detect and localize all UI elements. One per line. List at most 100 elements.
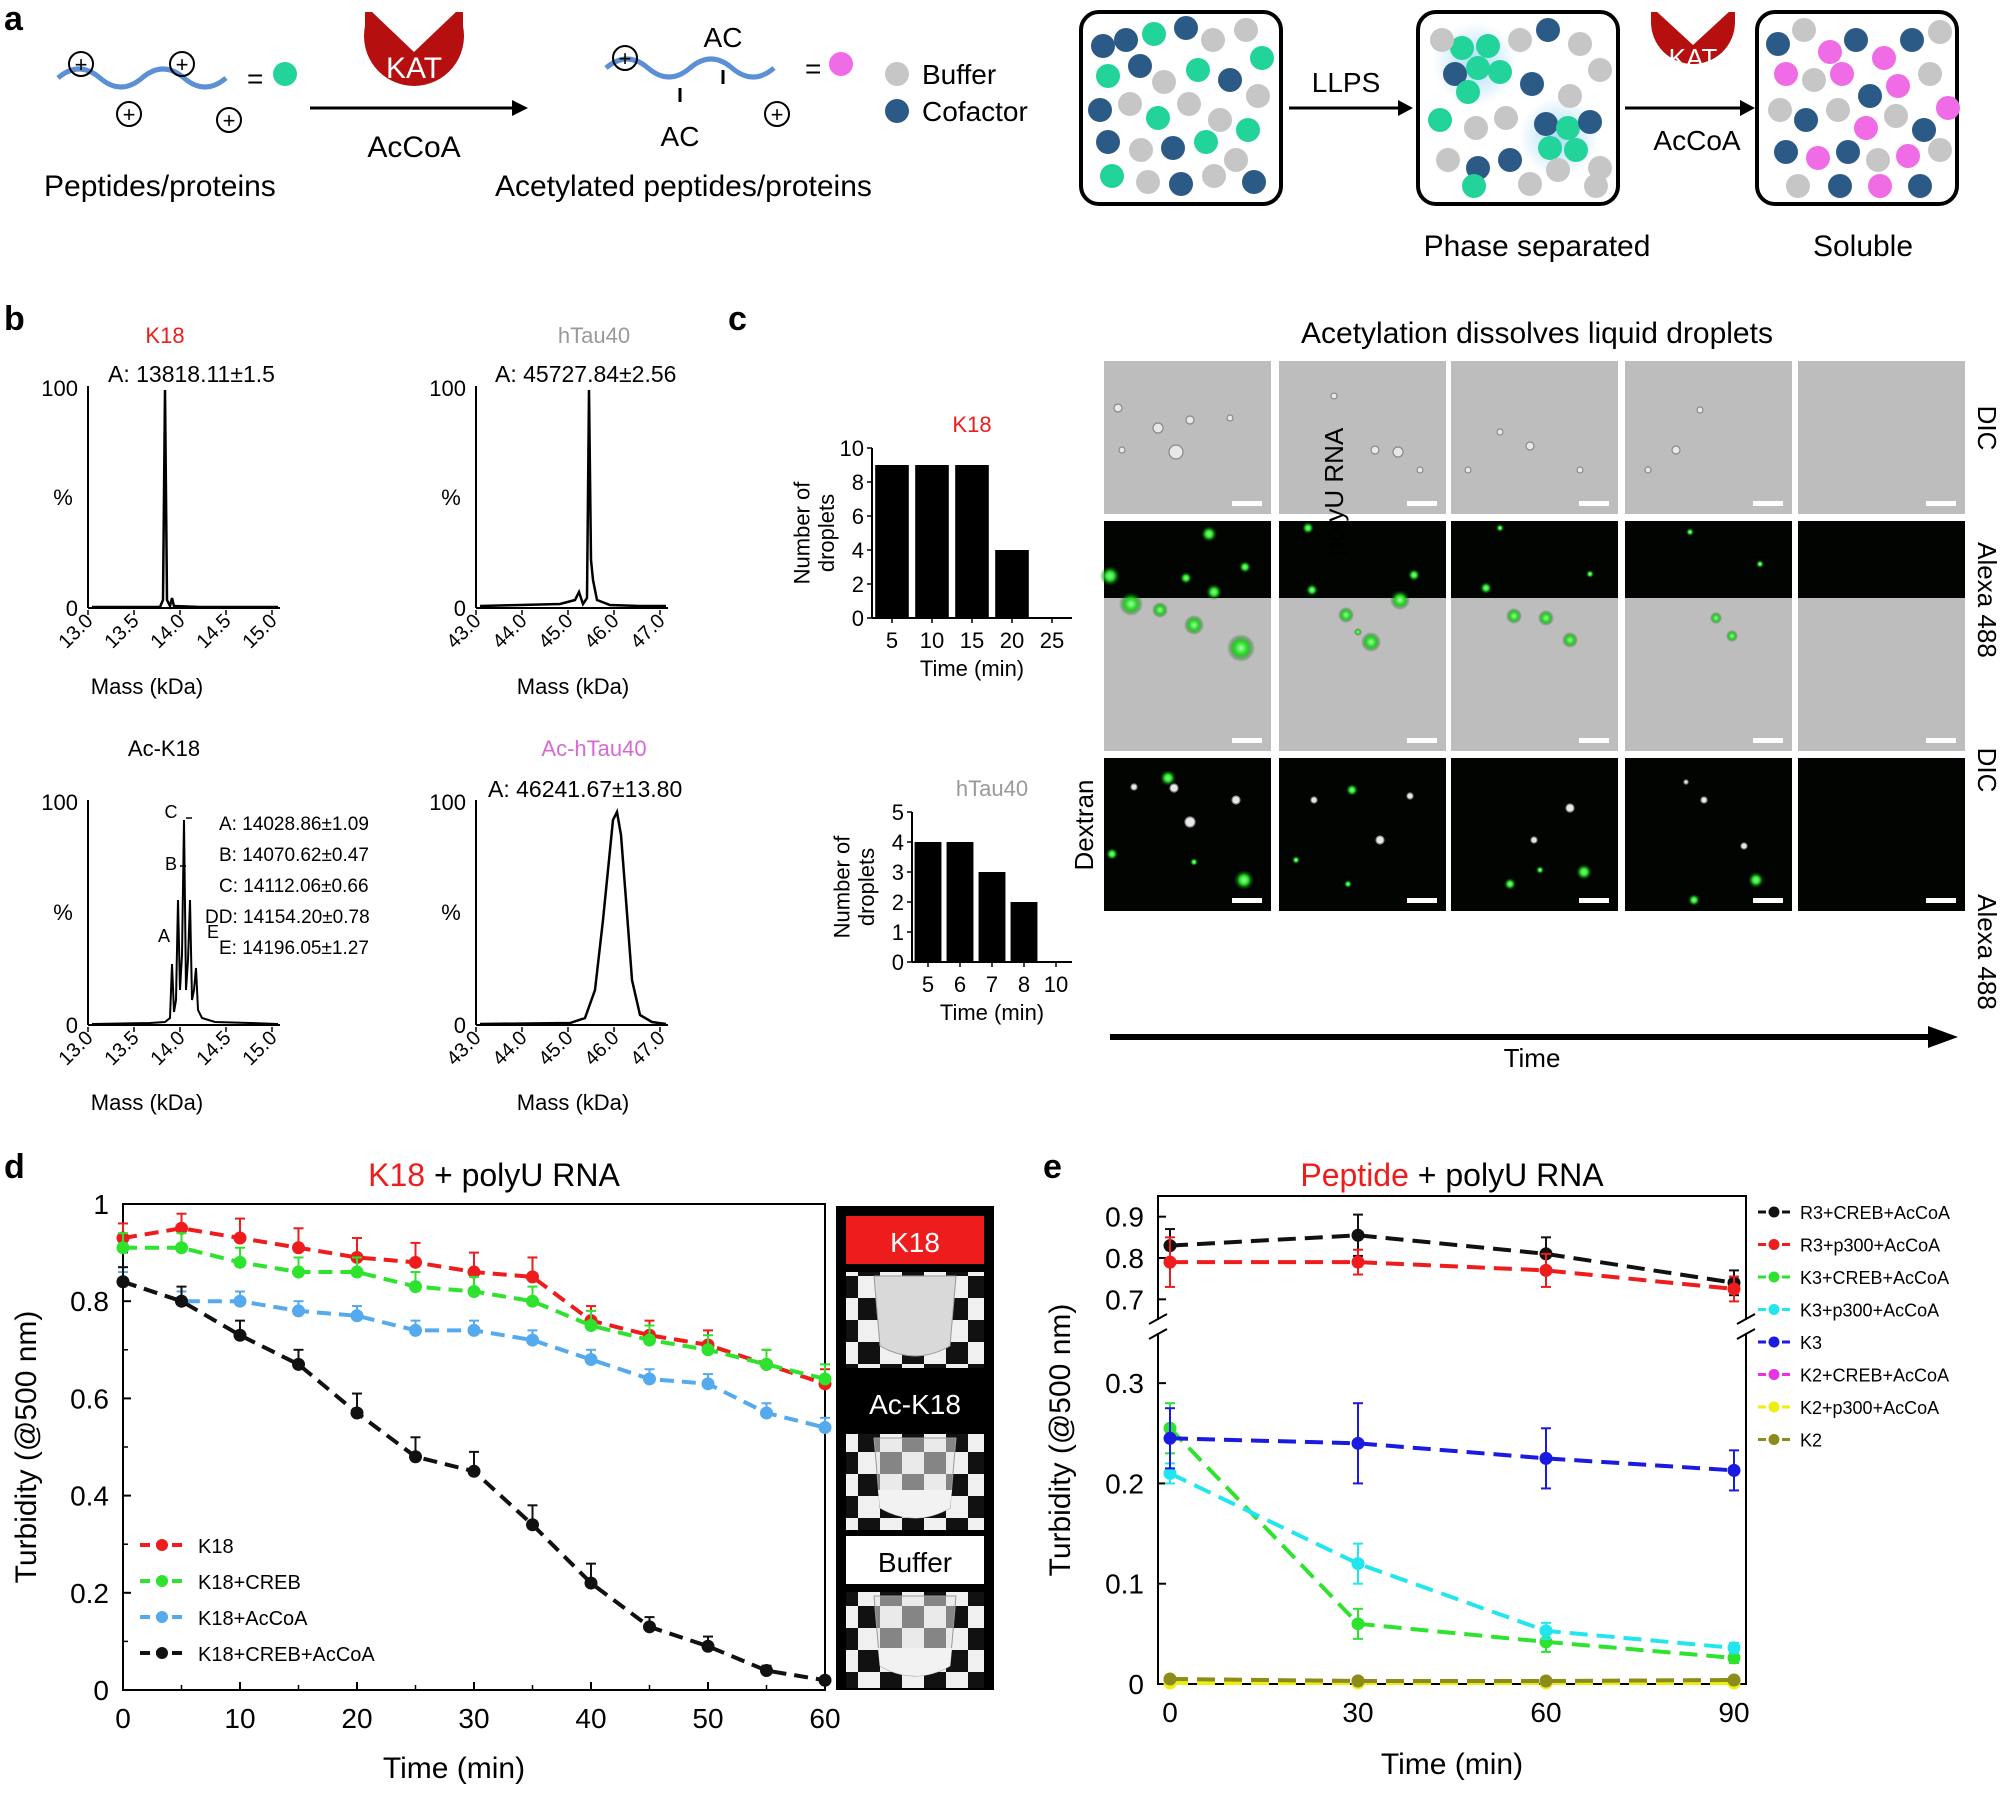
data-point	[175, 1221, 188, 1235]
box2-dot	[1428, 108, 1452, 132]
data-point	[526, 1333, 539, 1347]
fluorescent-droplet	[1504, 878, 1516, 890]
data-point	[584, 1319, 598, 1332]
data-point	[643, 1620, 656, 1634]
data-point	[175, 1241, 188, 1255]
xtick-label: 13.0	[54, 610, 97, 653]
fluorescent-droplet	[1292, 856, 1300, 864]
box2-dot	[1556, 116, 1580, 140]
box3-dot	[1844, 28, 1868, 52]
scale-bar	[1232, 738, 1262, 743]
llps-label: LLPS	[1312, 67, 1381, 98]
box1-dot	[1169, 172, 1193, 196]
box2-dot	[1558, 84, 1582, 108]
scale-bar	[1926, 898, 1956, 903]
box3-dot	[1868, 174, 1892, 198]
bar-ytick-label: 4	[892, 830, 904, 855]
spectrum-ac-htau40-ylabel: %	[441, 900, 461, 925]
fluorescent-droplet	[1538, 610, 1554, 626]
chart-title-rest: + polyU RNA	[1409, 1157, 1604, 1193]
data-point	[409, 1450, 422, 1464]
fluorescent-droplet	[1686, 528, 1694, 536]
chart-title-rest: + polyU RNA	[425, 1157, 620, 1193]
box2-dot	[1520, 72, 1544, 96]
dic-image	[1451, 598, 1618, 751]
legend-label: R3+CREB+AcCoA	[1800, 1203, 1950, 1223]
data-point	[1351, 1557, 1365, 1571]
legend-label: K18+CREB+AcCoA	[198, 1644, 375, 1666]
series-line	[122, 1279, 826, 1430]
channel-label-alexa-1: Alexa 488	[1972, 542, 2002, 658]
dic-droplet	[1700, 796, 1708, 804]
acetylated-label: Acetylated peptides/proteins	[495, 170, 872, 203]
ac-k18-peak-2: C: 14112.06±0.66	[219, 876, 369, 897]
data-point	[1727, 1641, 1741, 1655]
dic-image	[1798, 361, 1965, 514]
phase-separated-box-dots	[1428, 18, 1612, 198]
xtick-label: 43.0	[442, 610, 485, 653]
series-line	[1169, 1436, 1735, 1473]
xtick-label: 60	[1530, 1697, 1561, 1728]
data-point	[1539, 1263, 1553, 1277]
box1-dot	[1152, 70, 1176, 94]
legend-marker	[1768, 1434, 1780, 1445]
box2-dot	[1578, 110, 1602, 134]
row-label-polyu: polyU RNA	[1319, 427, 1349, 556]
xtick-label: 46.0	[580, 1027, 623, 1070]
dic-image	[1625, 361, 1792, 514]
fluorescent-droplet	[1390, 590, 1410, 610]
fluorescent-droplet	[1586, 570, 1594, 578]
scale-bar	[1926, 501, 1956, 506]
box3-dot	[1928, 138, 1952, 162]
dic-droplet	[1226, 414, 1234, 422]
dic-droplet	[1375, 835, 1385, 845]
dic-droplet	[1168, 444, 1184, 460]
legend-label: R3+p300+AcCoA	[1800, 1236, 1940, 1256]
peptide-chain: + + + + = Peptides/proteins	[44, 51, 297, 203]
spectrum-ac-k18-ytick-0: 0	[66, 1013, 78, 1038]
peptide-dot-icon	[273, 62, 297, 86]
spectrum-ac-htau40-ytick-0: 0	[454, 1013, 466, 1038]
data-point	[1163, 1466, 1177, 1480]
time-arrow-label: Time	[1504, 1043, 1561, 1073]
box1-dot	[1194, 130, 1218, 154]
data-point	[643, 1372, 656, 1386]
data-point	[1727, 1463, 1741, 1477]
svg-text:+: +	[619, 46, 632, 71]
spectrum-k18-ytick-100: 100	[41, 376, 78, 401]
dic-image	[1451, 361, 1618, 514]
dic-droplet	[1565, 803, 1575, 813]
spectrum-ac-htau40-ytick-100: 100	[429, 790, 466, 815]
dic-droplet	[1392, 446, 1404, 458]
xtick-label: 15.0	[238, 1027, 281, 1070]
xtick-label: 40	[575, 1703, 606, 1734]
box3-dot	[1900, 28, 1924, 52]
fluorescent-droplet	[1234, 870, 1254, 890]
dic-droplet	[1118, 446, 1126, 454]
data-point	[350, 1265, 364, 1279]
inset-label: Ac-K18	[869, 1389, 961, 1420]
xtick-label: 13.5	[100, 610, 143, 653]
fluorescent-droplet	[1361, 632, 1381, 652]
panel-letters: a b c d e	[4, 0, 1062, 1186]
dic-droplet	[1525, 441, 1535, 451]
box2-dot	[1508, 28, 1532, 52]
bar-xtick-label: 7	[986, 972, 998, 997]
series-line	[1169, 1471, 1735, 1650]
dic-droplet	[1184, 816, 1196, 828]
box3-dot	[1818, 40, 1842, 64]
dic-droplet	[1169, 783, 1179, 793]
box1-dot	[1142, 22, 1166, 46]
box3-dot	[1866, 148, 1890, 172]
bar-xtick-label: 15	[960, 628, 984, 653]
data-point	[1727, 1651, 1741, 1665]
data-point	[116, 1275, 130, 1289]
spectrum-htau40-ylabel: %	[441, 485, 461, 510]
box2-dot	[1430, 28, 1454, 52]
panel-letter-d: d	[4, 1148, 25, 1186]
bar-ytick-label: 4	[852, 538, 864, 563]
data-point	[292, 1241, 305, 1255]
legend-label: K3	[1800, 1333, 1822, 1353]
xtick-label: 46.0	[580, 610, 623, 653]
